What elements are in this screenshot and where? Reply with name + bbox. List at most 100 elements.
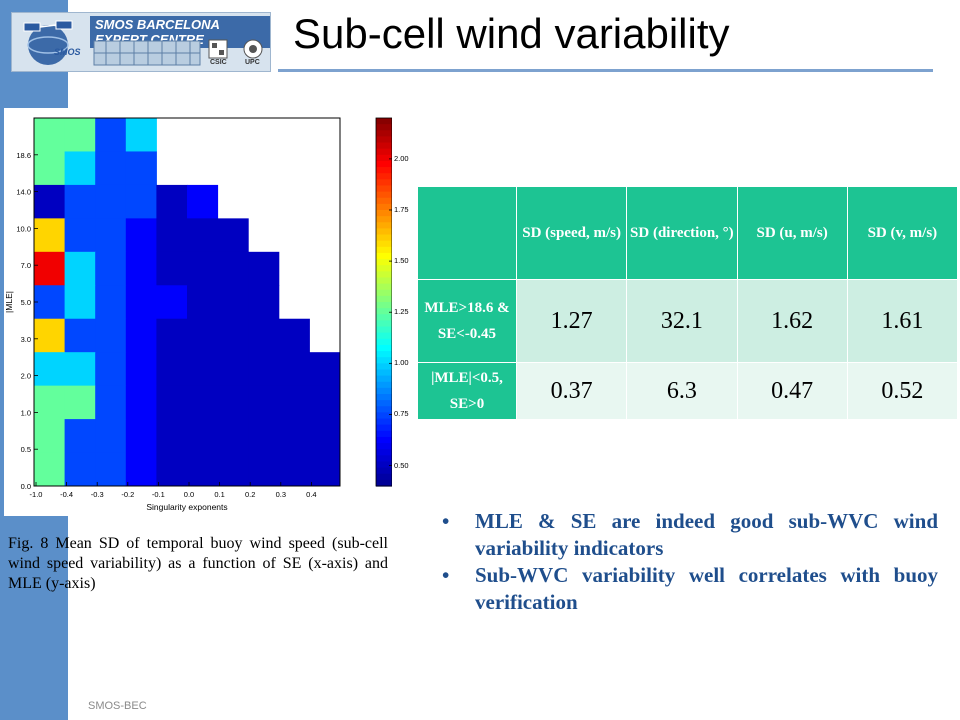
heatmap-cell — [217, 251, 249, 286]
heatmap-cell — [64, 352, 96, 387]
colorbar-segment — [376, 160, 392, 168]
colorbar-tick-label: 1.00 — [394, 358, 409, 368]
colorbar-segment — [376, 443, 392, 450]
table-cell: 32.1 — [626, 279, 738, 363]
colorbar-segment — [376, 308, 392, 315]
heatmap-cell — [95, 285, 127, 320]
heatmap-figure: -1.0 -0.4 -0.3 -0.2 -0.1 0.0 0.1 0.2 0.3 0.4 0.0 0.… — [4, 108, 409, 516]
heatmap-cell — [156, 419, 188, 454]
colorbar-segment — [376, 357, 392, 364]
x-tick-label: 0.1 — [214, 490, 224, 499]
colorbar-segment — [376, 271, 392, 279]
heatmap-cell — [64, 184, 96, 219]
colorbar-tick-label: 1.75 — [394, 205, 409, 214]
table-header: SD (direction, °) — [626, 186, 738, 280]
row-label: |MLE|<0.5, SE>0 — [417, 362, 517, 420]
colorbar-segment — [376, 394, 392, 401]
y-tick-label: 7.0 — [21, 261, 31, 270]
colorbar-segment — [376, 203, 392, 211]
heatmap-cell — [278, 385, 310, 420]
colorbar-segment — [376, 332, 392, 340]
table-row: |MLE|<0.5, SE>0 0.37 6.3 0.47 0.52 — [417, 362, 959, 420]
colorbar-segment — [376, 246, 392, 254]
heatmap-cell — [125, 318, 157, 353]
heatmap-cell — [125, 352, 157, 387]
heatmap-cell — [64, 218, 96, 253]
colorbar-segment — [376, 173, 392, 180]
heatmap-cell — [34, 352, 66, 387]
csic-logo-icon — [208, 39, 228, 59]
x-tick-label: -0.2 — [121, 490, 134, 499]
heatmap-cell — [95, 251, 127, 286]
title-underline — [278, 69, 933, 72]
colorbar-frame — [375, 117, 392, 487]
colorbar-segment — [376, 216, 392, 223]
colorbar-segment — [376, 222, 392, 229]
heatmap-cell — [187, 184, 219, 219]
table-cell: 0.52 — [846, 362, 959, 420]
bullet-item: • Sub-WVC variability well correlates wit… — [440, 562, 938, 616]
heatmap-cell — [278, 452, 310, 487]
sd-table: SD (speed, m/s) SD (direction, °) SD (u,… — [417, 186, 959, 420]
y-tick-label: 14.0 — [16, 188, 31, 197]
heatmap-cell — [64, 318, 96, 353]
heatmap-cell — [248, 251, 280, 286]
colorbar-segment — [376, 136, 392, 144]
heatmap-cell — [309, 352, 341, 387]
heatmap-cell — [64, 385, 96, 420]
heatmap-cell — [125, 218, 157, 253]
heatmap-cell — [217, 419, 249, 454]
table-cell: 0.47 — [736, 362, 848, 420]
bullet-list: • MLE & SE are indeed good sub-WVC wind v… — [440, 508, 938, 616]
colorbar-segment — [376, 461, 392, 469]
colorbar-segment — [376, 375, 392, 383]
colorbar-segment — [376, 338, 392, 346]
colorbar-segment — [376, 369, 392, 377]
table-cell: 1.27 — [515, 279, 628, 363]
heatmap-cell — [125, 285, 157, 320]
colorbar-segment — [376, 283, 392, 291]
heatmap-cell — [187, 318, 219, 353]
colorbar-segment — [376, 320, 392, 328]
table-header: SD (speed, m/s) — [515, 186, 628, 280]
bullet-item: • MLE & SE are indeed good sub-WVC wind v… — [440, 508, 938, 562]
y-tick-label: 18.6 — [16, 151, 31, 160]
x-tick-label: -0.3 — [91, 490, 104, 499]
colorbar-segment — [376, 295, 392, 303]
colorbar-segment — [376, 210, 392, 217]
page-title: Sub-cell wind variability — [293, 10, 730, 57]
colorbar-segment — [376, 265, 392, 272]
y-tick-label: 1.0 — [21, 408, 31, 417]
x-tick-label: -0.4 — [60, 490, 73, 499]
y-tick-label: 2.0 — [21, 372, 31, 381]
heatmap-cell — [64, 285, 96, 320]
heatmap-cell — [278, 318, 310, 353]
heatmap-cell — [187, 385, 219, 420]
heatmap-cell — [156, 352, 188, 387]
heatmap-cell — [95, 118, 127, 152]
heatmap-cell — [125, 151, 157, 186]
heatmap-cell — [187, 452, 219, 487]
heatmap-cell — [248, 352, 280, 387]
x-axis-label: Singularity exponents — [146, 502, 227, 512]
colorbar-segment — [376, 351, 392, 358]
heatmap-cell — [309, 452, 341, 487]
heatmap-cell — [34, 184, 66, 219]
colorbar-segment — [376, 118, 392, 125]
colorbar-tick-label: 0.50 — [394, 460, 409, 470]
row-label: MLE>18.6 & SE<-0.45 — [417, 279, 517, 363]
heatmap-cell — [34, 285, 66, 320]
table-cell: 1.61 — [846, 279, 959, 363]
heatmap-cell — [125, 385, 157, 420]
heatmap-cell — [34, 318, 66, 353]
bullet-dot-icon: • — [442, 563, 450, 587]
heatmap-cell — [95, 452, 127, 487]
table-row: MLE>18.6 & SE<-0.45 1.27 32.1 1.62 1.61 — [417, 279, 959, 363]
colorbar-segment — [376, 185, 392, 193]
heatmap-cell — [34, 419, 66, 454]
bullet-dot-icon: • — [442, 509, 450, 533]
colorbar-segment — [376, 124, 392, 131]
heatmap-cell — [156, 385, 188, 420]
colorbar-segment — [376, 449, 392, 456]
table-header: SD (u, m/s) — [736, 186, 848, 280]
